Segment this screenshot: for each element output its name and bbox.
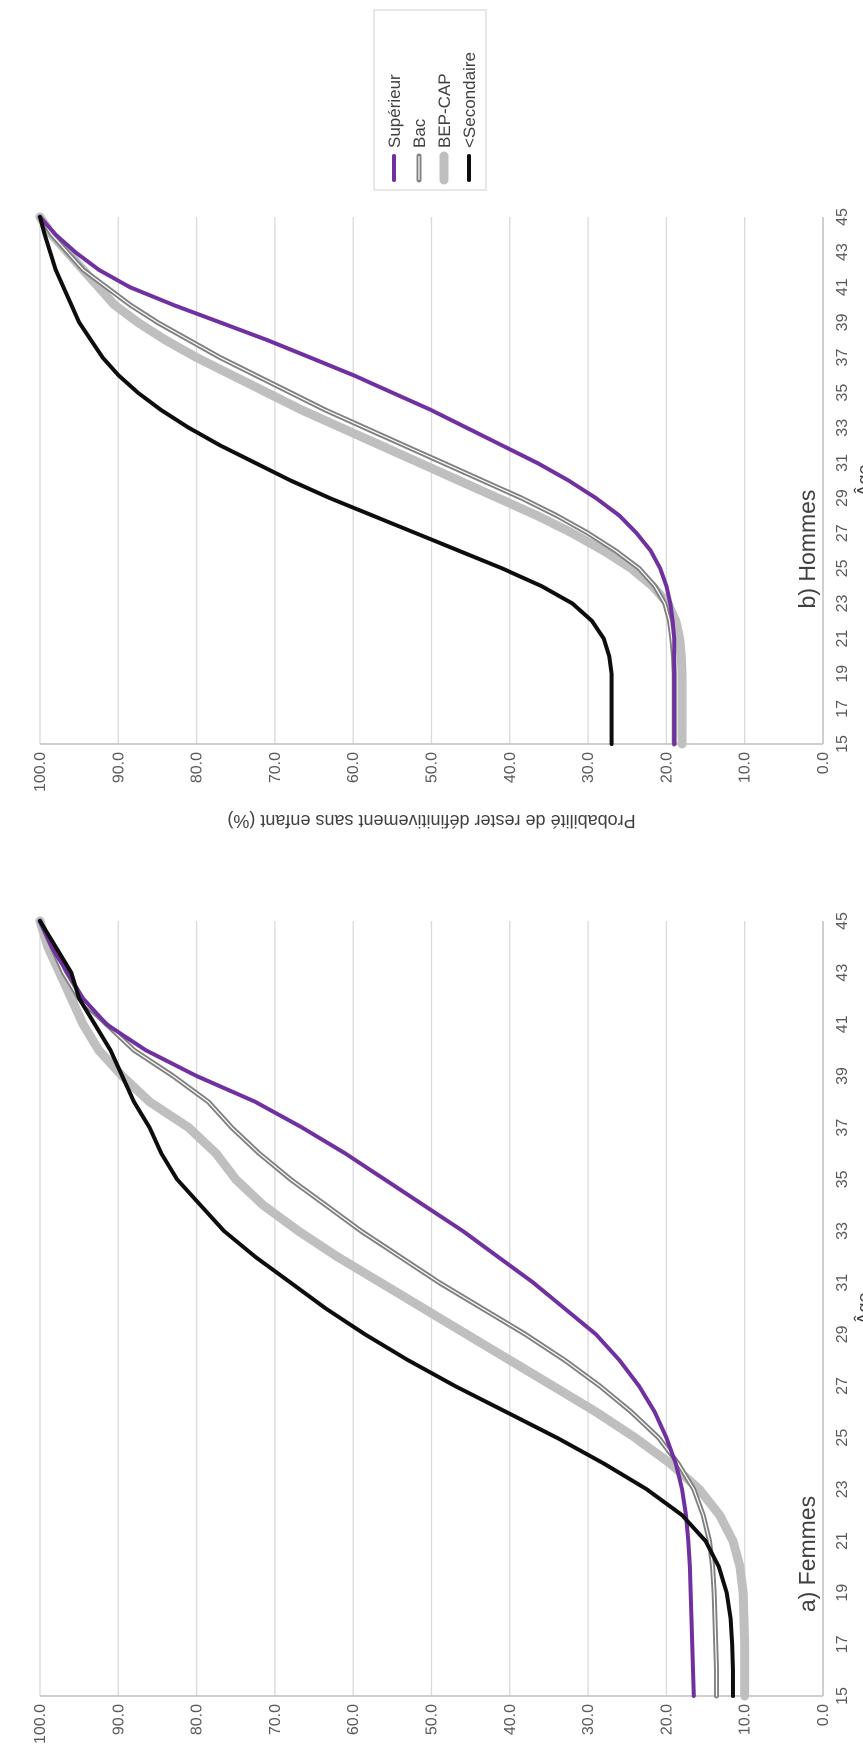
x-tick-label: 33 xyxy=(834,419,851,437)
y-tick-label: 100.0 xyxy=(32,752,49,792)
x-tick-label: 25 xyxy=(834,1429,851,1447)
x-tick-label: 29 xyxy=(834,1325,851,1343)
chart-panel-hommes: 0.0 10.0 20.0 30.0 40.0 50.0 60.0 70.0 80.0 90.0 1… xyxy=(32,208,863,831)
legend-label: <Secondaire xyxy=(460,52,479,148)
y-tick-label: 0.0 xyxy=(815,752,832,774)
x-tick-label: 31 xyxy=(834,454,851,472)
series-line-secondaire xyxy=(38,215,614,746)
panel-title: b) Hommes xyxy=(794,490,820,609)
legend: Supérieur Bac BEP-CAP <Secondaire xyxy=(373,9,487,191)
series-line-bepcap xyxy=(35,212,687,749)
y-tick-label: 60.0 xyxy=(345,752,362,783)
x-tick-label: 21 xyxy=(834,1532,851,1550)
x-tick-label: 19 xyxy=(834,1584,851,1602)
y-tick-label: 0.0 xyxy=(815,1704,832,1726)
y-tick-label: 10.0 xyxy=(737,1704,754,1735)
y-tick-label: 30.0 xyxy=(580,752,597,783)
x-tick-label: 45 xyxy=(834,912,851,930)
y-tick-label: 80.0 xyxy=(189,1704,206,1735)
x-tick-label: 43 xyxy=(834,964,851,982)
y-tick-label: 20.0 xyxy=(658,1704,675,1735)
y-tick-label: 20.0 xyxy=(658,752,675,783)
legend-label: Supérieur xyxy=(385,74,404,148)
x-tick-label: 39 xyxy=(834,1067,851,1085)
series-line-suprieur xyxy=(38,215,677,746)
x-tick-label: 31 xyxy=(834,1274,851,1292)
x-tick-label: 41 xyxy=(834,1015,851,1033)
y-tick-label: 40.0 xyxy=(502,752,519,783)
panel-title: a) Femmes xyxy=(794,1496,820,1612)
x-tick-label: 39 xyxy=(834,313,851,331)
x-tick-label: 45 xyxy=(834,208,851,226)
x-tick-label: 17 xyxy=(834,1635,851,1653)
y-tick-label: 90.0 xyxy=(110,752,127,783)
x-tick-label: 25 xyxy=(834,559,851,577)
y-tick-label: 10.0 xyxy=(737,752,754,783)
series-line-bac xyxy=(37,918,720,1699)
x-tick-label: 27 xyxy=(834,1377,851,1395)
y-tick-label: 70.0 xyxy=(267,752,284,783)
x-tick-label: 15 xyxy=(834,1687,851,1705)
x-tick-label: 21 xyxy=(834,630,851,648)
x-tick-label: 37 xyxy=(834,349,851,367)
legend-box xyxy=(373,9,487,191)
series-line-bac xyxy=(37,214,677,747)
y-tick-label: 50.0 xyxy=(424,1704,441,1735)
x-tick-label: 15 xyxy=(834,735,851,753)
x-tick-label: 35 xyxy=(834,1170,851,1188)
y-tick-label: 60.0 xyxy=(345,1704,362,1735)
x-tick-label: 23 xyxy=(834,1480,851,1498)
x-tick-label: 23 xyxy=(834,594,851,612)
chart-panel-femmes: 0.0 10.0 20.0 30.0 40.0 50.0 60.0 70.0 80.0 90.0 1… xyxy=(32,912,863,1744)
series-line-bac-inner xyxy=(39,216,675,745)
series-line-secondaire xyxy=(38,919,735,1698)
x-tick-label: 17 xyxy=(834,700,851,718)
y-axis-title: Probabilité de rester définitivement san… xyxy=(227,811,635,831)
x-tick-label: 37 xyxy=(834,1119,851,1137)
series-line-bepcap xyxy=(35,916,750,1701)
x-tick-label: 41 xyxy=(834,278,851,296)
y-tick-label: 40.0 xyxy=(502,1704,519,1735)
legend-label: BEP-CAP xyxy=(435,73,454,148)
y-tick-label: 70.0 xyxy=(267,1704,284,1735)
y-tick-label: 50.0 xyxy=(424,752,441,783)
series-line-bac-inner xyxy=(39,920,718,1697)
x-tick-label: 33 xyxy=(834,1222,851,1240)
x-tick-label: 35 xyxy=(834,384,851,402)
y-tick-label: 30.0 xyxy=(580,1704,597,1735)
x-tick-label: 19 xyxy=(834,665,851,683)
series-line-suprieur xyxy=(38,919,696,1698)
x-tick-label: 27 xyxy=(834,524,851,542)
x-axis-title: Âge xyxy=(854,1292,863,1324)
x-axis-title: Âge xyxy=(854,464,863,496)
legend-label: Bac xyxy=(410,118,429,148)
y-tick-label: 100.0 xyxy=(32,1704,49,1744)
x-tick-label: 43 xyxy=(834,243,851,261)
y-tick-label: 90.0 xyxy=(110,1704,127,1735)
y-tick-label: 80.0 xyxy=(189,752,206,783)
x-tick-label: 29 xyxy=(834,489,851,507)
